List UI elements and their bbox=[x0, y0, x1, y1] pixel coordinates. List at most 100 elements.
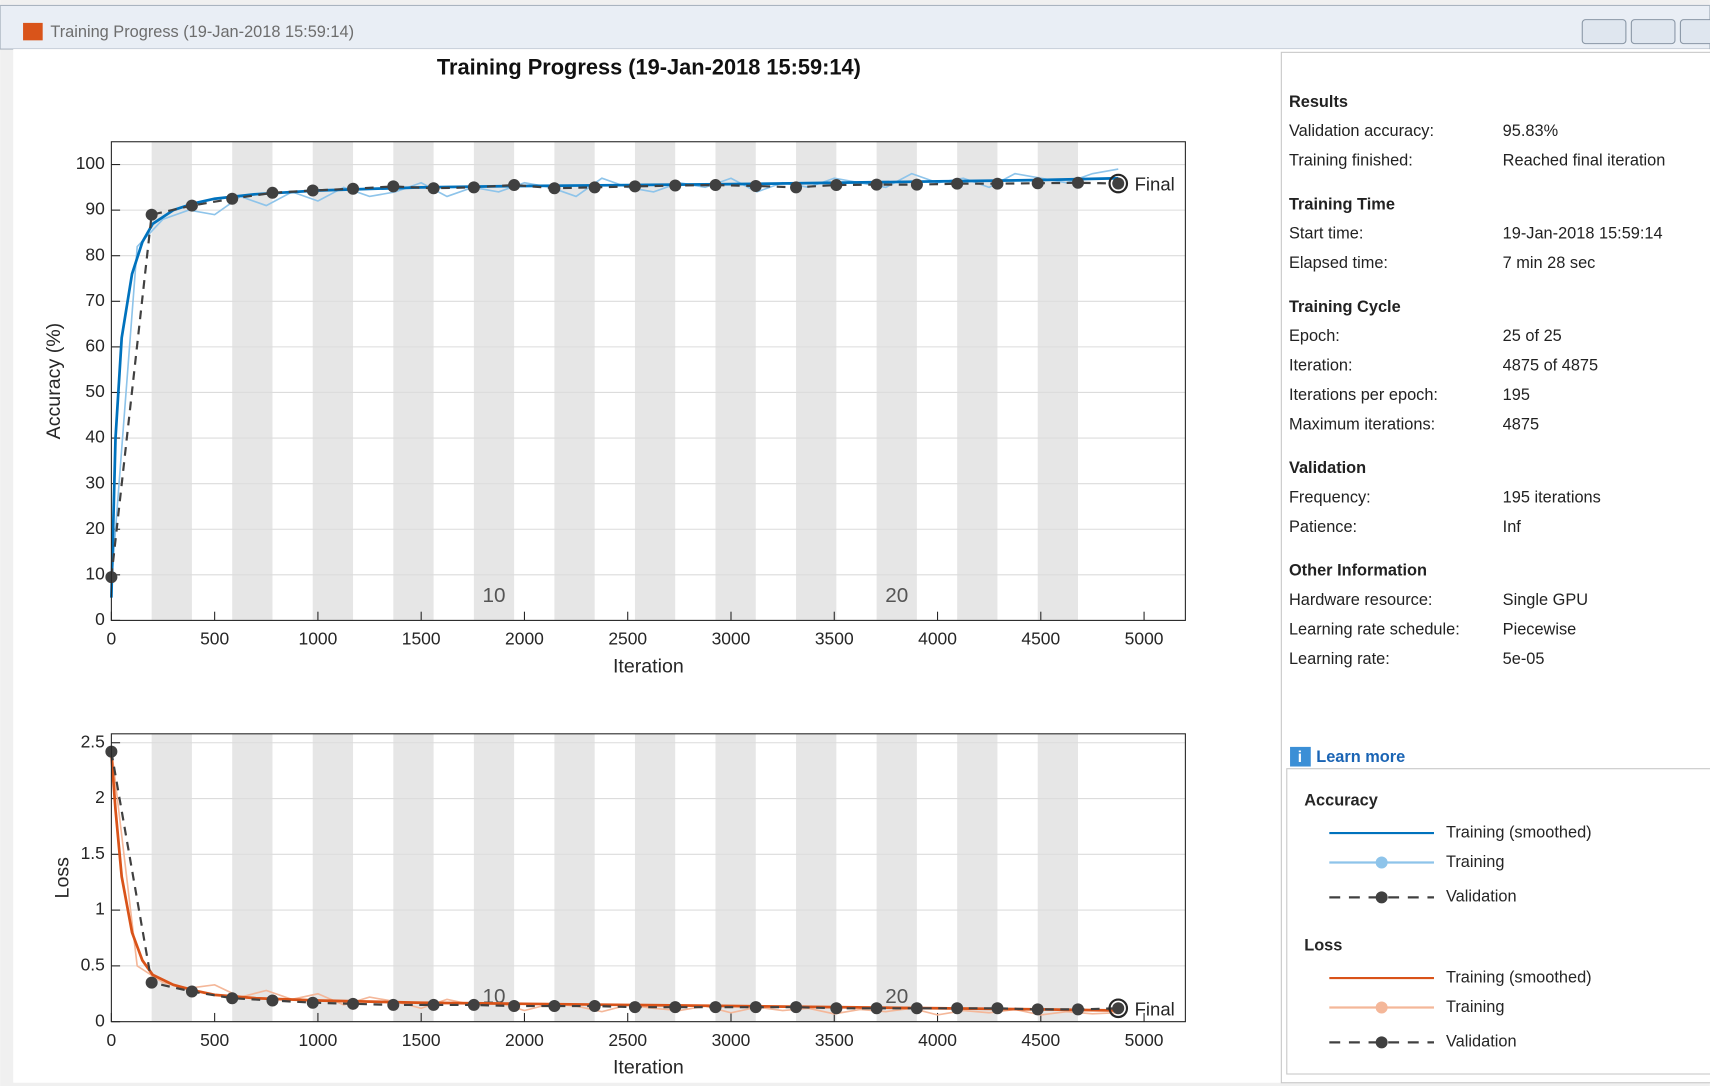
validation-point bbox=[306, 996, 319, 1009]
validation-point bbox=[387, 998, 400, 1011]
epoch-band bbox=[957, 733, 998, 1022]
info-glyph: i bbox=[1298, 749, 1302, 766]
x-tick-label: 1000 bbox=[299, 1030, 338, 1050]
validation-point bbox=[548, 182, 561, 195]
validation-point bbox=[669, 1001, 682, 1014]
legend-title: Loss bbox=[1304, 937, 1342, 955]
epoch-band bbox=[634, 141, 676, 621]
x-tick-label: 2500 bbox=[608, 1030, 647, 1050]
info-label: Elapsed time: bbox=[1289, 254, 1388, 272]
x-tick-label: 4500 bbox=[1021, 629, 1060, 649]
legend-label: Validation bbox=[1446, 888, 1517, 906]
epoch-band bbox=[312, 141, 354, 621]
y-tick-label: 60 bbox=[85, 336, 105, 356]
info-value: Single GPU bbox=[1503, 591, 1588, 609]
x-tick-label: 4000 bbox=[918, 1030, 957, 1050]
x-tick-label: 4500 bbox=[1021, 1030, 1060, 1050]
validation-point bbox=[588, 181, 601, 194]
window-title: Training Progress (19-Jan-2018 15:59:14) bbox=[50, 23, 354, 41]
validation-point bbox=[830, 1002, 843, 1015]
validation-point bbox=[226, 992, 239, 1005]
validation-point bbox=[1031, 1003, 1044, 1016]
close-button[interactable] bbox=[1679, 19, 1710, 45]
title-bar bbox=[0, 4, 1710, 50]
validation-point bbox=[790, 1001, 803, 1014]
info-value: Reached final iteration bbox=[1503, 152, 1666, 170]
validation-point bbox=[427, 182, 440, 195]
y-tick-label: 80 bbox=[85, 244, 105, 264]
section-title: Results bbox=[1289, 93, 1348, 111]
epoch-band bbox=[232, 733, 273, 1022]
validation-point bbox=[910, 1002, 923, 1015]
validation-point bbox=[588, 1000, 601, 1013]
info-value: 25 of 25 bbox=[1503, 327, 1562, 345]
x-tick-label: 3500 bbox=[815, 629, 854, 649]
x-tick-label: 3000 bbox=[712, 1030, 751, 1050]
validation-point bbox=[749, 1001, 762, 1014]
epoch-band bbox=[1037, 733, 1078, 1022]
epoch-band bbox=[232, 141, 273, 621]
validation-point bbox=[951, 177, 964, 190]
epoch-band bbox=[473, 141, 515, 621]
minimize-button[interactable] bbox=[1581, 19, 1627, 45]
info-value: Piecewise bbox=[1503, 621, 1577, 639]
section-title: Other Information bbox=[1289, 562, 1427, 580]
validation-point bbox=[548, 1000, 561, 1013]
info-value: 195 iterations bbox=[1503, 489, 1601, 507]
y-tick-label: 1.5 bbox=[81, 843, 105, 863]
validation-point bbox=[870, 178, 883, 191]
y-tick-label: 10 bbox=[85, 563, 105, 583]
legend-panel bbox=[1286, 768, 1710, 1075]
y-tick-label: 40 bbox=[85, 427, 105, 447]
validation-point bbox=[830, 179, 843, 192]
axes-box bbox=[110, 141, 1186, 621]
validation-point bbox=[870, 1002, 883, 1015]
epoch-band bbox=[393, 733, 434, 1022]
x-tick-label: 1500 bbox=[402, 629, 441, 649]
info-label: Frequency: bbox=[1289, 489, 1371, 507]
axes-box bbox=[110, 733, 1186, 1023]
x-tick-label: 0 bbox=[107, 1030, 117, 1050]
epoch-band bbox=[473, 733, 515, 1022]
y-axis-label: Accuracy (%) bbox=[43, 323, 65, 440]
validation-point bbox=[145, 976, 158, 989]
y-tick-label: 20 bbox=[85, 518, 105, 538]
epoch-band bbox=[876, 733, 917, 1022]
info-label: Training finished: bbox=[1289, 152, 1413, 170]
epoch-band bbox=[554, 141, 595, 621]
epoch-band bbox=[634, 733, 676, 1022]
legend: Accuracy Training (smoothed) Training Valid… bbox=[1304, 792, 1591, 906]
learn-more-link[interactable]: Learn more bbox=[1316, 748, 1405, 766]
validation-point bbox=[1031, 177, 1044, 190]
epoch-band bbox=[554, 733, 595, 1022]
validation-point bbox=[991, 177, 1004, 190]
validation-point bbox=[910, 178, 923, 191]
legend-label: Training bbox=[1446, 998, 1504, 1016]
epoch-band bbox=[151, 733, 192, 1022]
epoch-band bbox=[796, 141, 837, 621]
section-title: Validation bbox=[1289, 459, 1366, 477]
epoch-label: 20 bbox=[885, 584, 908, 607]
validation-point bbox=[1071, 176, 1084, 189]
validation-point bbox=[226, 192, 239, 205]
epoch-band bbox=[796, 733, 837, 1022]
y-tick-label: 0.5 bbox=[81, 954, 105, 974]
maximize-button[interactable] bbox=[1630, 19, 1676, 45]
validation-point bbox=[669, 179, 682, 192]
epoch-label: 20 bbox=[885, 985, 908, 1008]
section-title: Training Time bbox=[1289, 195, 1395, 213]
legend-label: Validation bbox=[1446, 1033, 1517, 1051]
x-tick-label: 4000 bbox=[918, 629, 957, 649]
validation-point bbox=[628, 1001, 641, 1014]
validation-point bbox=[709, 1001, 722, 1014]
y-tick-label: 2.5 bbox=[81, 731, 105, 751]
x-axis-label: Iteration bbox=[613, 655, 684, 677]
validation-point bbox=[508, 179, 521, 192]
app-icon bbox=[23, 22, 43, 41]
x-tick-label: 2000 bbox=[505, 629, 544, 649]
validation-point bbox=[749, 179, 762, 192]
validation-point bbox=[266, 186, 279, 199]
info-value: 4875 of 4875 bbox=[1503, 357, 1598, 375]
